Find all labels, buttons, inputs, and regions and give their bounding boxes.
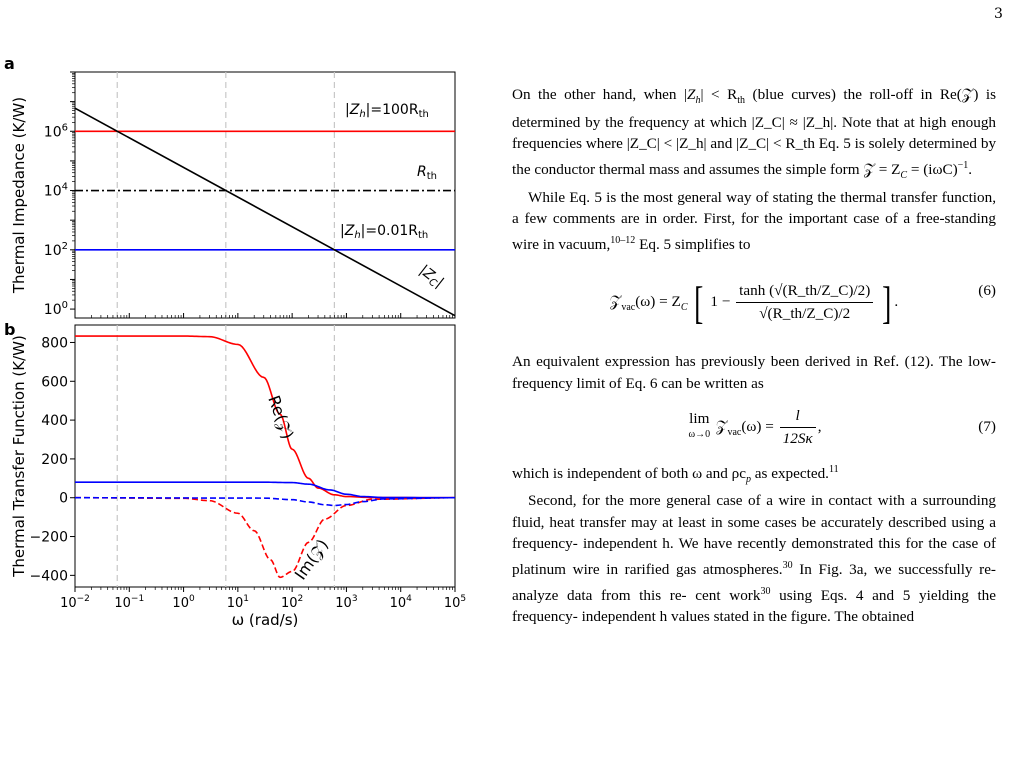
zh-low-label: |Zh|=0.01Rth [340,223,428,241]
paragraph-1: On the other hand, when |Zh| < Rth (blue… [512,86,997,181]
panel-b-frame [74,324,456,588]
paragraph-3: An equivalent expression has previously … [512,353,996,392]
panel-b-series-2 [75,481,456,499]
paragraph-2: While Eq. 5 is the most general way of s… [512,188,996,253]
panel-a-ytick-label: 100 [44,300,68,318]
panel-b-xtick-label: 101 [227,594,249,611]
panel-b-ytick-label: −200 [30,530,68,546]
panel-a-ytick-label: 106 [44,122,68,140]
panel-b-series-3 [74,496,456,507]
panel-b-xlabel: ω (rad/s) [232,611,299,629]
equation-6-number: (6) [978,282,996,300]
panel-a-ylabel: Thermal Impedance (K/W) [10,97,28,294]
panel-b-xtick-label: 103 [335,594,357,611]
panel-b-xtick-label: 10−1 [114,594,144,611]
panel-b-ytick-label: 800 [41,335,68,351]
paragraph-4: which is independent of both ω and ρcp a… [512,463,839,485]
panel-b-ylabel: Thermal Transfer Function (K/W) [10,335,28,578]
page-number: 3 [994,6,1003,22]
article-text: On the other hand, when |Zh| < Rth (blue… [512,84,996,628]
re-z-label: Re(𝒵) [264,393,297,442]
panel-a-ytick-label: 104 [44,182,68,200]
panel-b-ytick-label: 400 [41,413,68,429]
panel-b-letter: b [4,320,15,339]
zh-high-label: |Zh|=100Rth [345,102,429,120]
panel-a-letter: a [4,54,15,73]
equation-6: 𝒵vac(ω) = ZC [ 1 − tanh (√(R_th/Z_C)/2) √… [512,269,996,335]
panel-a-series-3 [74,107,456,317]
panel-b-xtick-label: 104 [390,594,413,611]
im-z-label: Im(𝒵) [291,536,332,584]
panel-b-xtick-label: 102 [281,594,303,611]
panel-a-ytick-label: 102 [44,241,68,259]
panel-b-ytick-label: 200 [41,452,68,468]
equation-7-number: (7) [978,417,996,435]
panel-b-xtick-label: 10−2 [60,594,90,611]
panel-b-series-1 [74,496,456,579]
paragraph-5: Second, for the more general case of a w… [512,492,997,626]
panel-b-ytick-label: −400 [30,568,68,584]
zc-label: |ZC| [415,262,447,292]
rth-label: Rth [417,164,437,182]
panel-b-xtick-label: 105 [444,594,466,611]
panel-b-series-0 [75,335,456,499]
figure: a b Thermal Impedance (K/W) 100 102 104 106… [4,54,466,629]
equation-7: lim ω→0 𝒵vac(ω) = l 12Sκ, (7) [512,405,997,449]
panel-a-chart: Thermal Impedance (K/W) 100 102 104 106 |Zh… [10,71,456,319]
panel-b-ytick-label: 600 [41,374,68,390]
panel-b-ytick-label: 0 [59,491,68,507]
panel-b-chart: Thermal Transfer Function (K/W) ω (rad/s… [10,324,466,629]
panel-b-xtick-label: 100 [172,594,195,611]
